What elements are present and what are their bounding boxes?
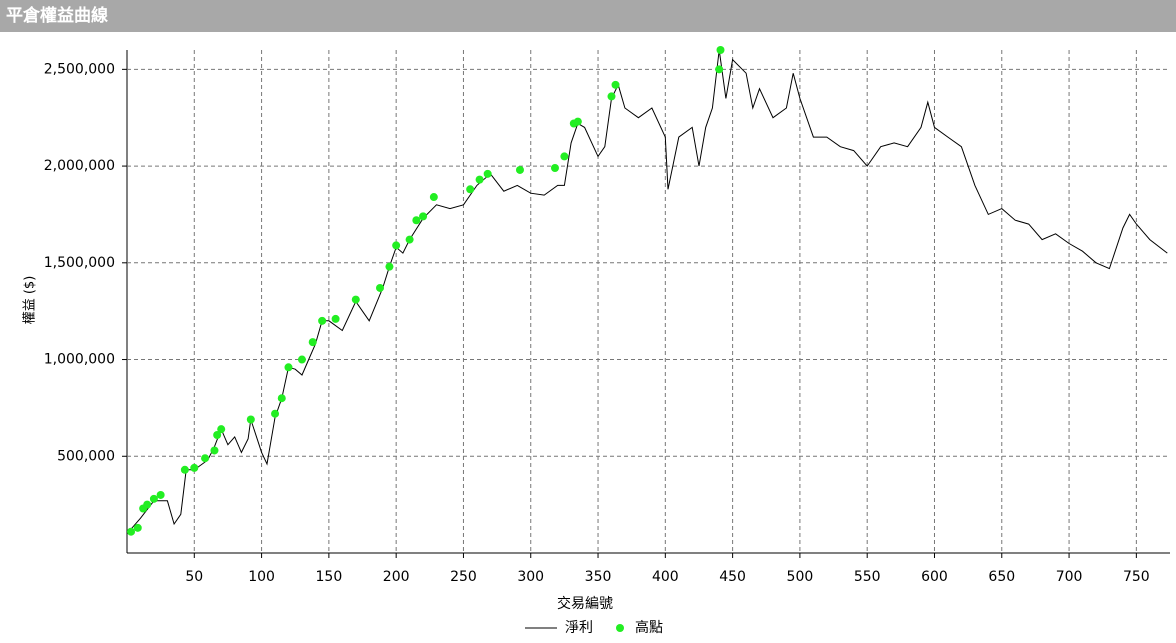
high-point xyxy=(246,415,255,424)
high-point xyxy=(133,523,142,532)
high-point xyxy=(331,314,340,323)
high-point xyxy=(412,216,421,225)
y-tick-label: 500,000 xyxy=(57,448,115,464)
high-point xyxy=(376,283,385,292)
header-bar xyxy=(0,0,1176,32)
high-point xyxy=(611,80,620,89)
high-point xyxy=(297,355,306,364)
x-tick-label: 400 xyxy=(652,569,679,585)
x-tick-label: 600 xyxy=(921,569,948,585)
legend-swatch xyxy=(616,624,624,632)
high-point xyxy=(127,527,136,536)
x-tick-label: 750 xyxy=(1123,569,1150,585)
high-point xyxy=(284,363,293,372)
high-point xyxy=(149,494,158,503)
legend-label: 淨利 xyxy=(565,620,593,636)
high-point xyxy=(573,117,582,126)
high-point xyxy=(405,235,414,244)
high-point xyxy=(308,338,317,347)
x-tick-label: 100 xyxy=(248,569,275,585)
x-tick-label: 700 xyxy=(1056,569,1083,585)
legend-label: 高點 xyxy=(635,619,663,636)
x-tick-label: 50 xyxy=(185,569,203,585)
high-point xyxy=(156,490,165,499)
x-tick-label: 450 xyxy=(719,569,746,585)
high-point xyxy=(550,164,559,173)
high-point xyxy=(560,152,569,161)
y-tick-label: 1,000,000 xyxy=(44,352,115,368)
high-point xyxy=(143,500,152,509)
high-point xyxy=(607,92,616,101)
x-tick-label: 500 xyxy=(787,569,814,585)
high-point xyxy=(466,185,475,194)
x-tick-label: 150 xyxy=(316,569,343,585)
x-tick-label: 300 xyxy=(517,569,544,585)
y-axis-label: 權益 ($) xyxy=(23,276,38,325)
high-point xyxy=(351,295,360,304)
x-tick-label: 350 xyxy=(585,569,612,585)
high-point xyxy=(217,425,226,434)
high-point xyxy=(180,465,189,474)
high-point xyxy=(515,165,524,174)
x-tick-label: 250 xyxy=(450,569,477,585)
chart-title: 平倉權益曲線 xyxy=(6,5,108,26)
y-tick-label: 2,000,000 xyxy=(44,158,115,174)
high-point xyxy=(190,463,199,472)
x-tick-label: 200 xyxy=(383,569,410,585)
high-point xyxy=(318,316,327,325)
high-point xyxy=(210,446,219,455)
x-tick-label: 550 xyxy=(854,569,881,585)
high-point xyxy=(483,169,492,178)
high-point xyxy=(419,212,428,221)
high-point xyxy=(271,409,280,418)
high-point xyxy=(277,394,286,403)
y-tick-label: 1,500,000 xyxy=(44,255,115,271)
x-axis-label: 交易編號 xyxy=(557,595,613,612)
high-point xyxy=(429,193,438,202)
high-point xyxy=(715,65,724,74)
y-tick-label: 2,500,000 xyxy=(44,61,115,77)
high-point xyxy=(201,454,210,463)
high-point xyxy=(716,46,725,54)
high-point xyxy=(385,262,394,271)
equity-line xyxy=(126,49,1168,535)
high-point xyxy=(392,241,401,250)
high-point xyxy=(475,175,484,184)
high-point xyxy=(213,430,222,439)
x-tick-label: 650 xyxy=(988,569,1015,585)
